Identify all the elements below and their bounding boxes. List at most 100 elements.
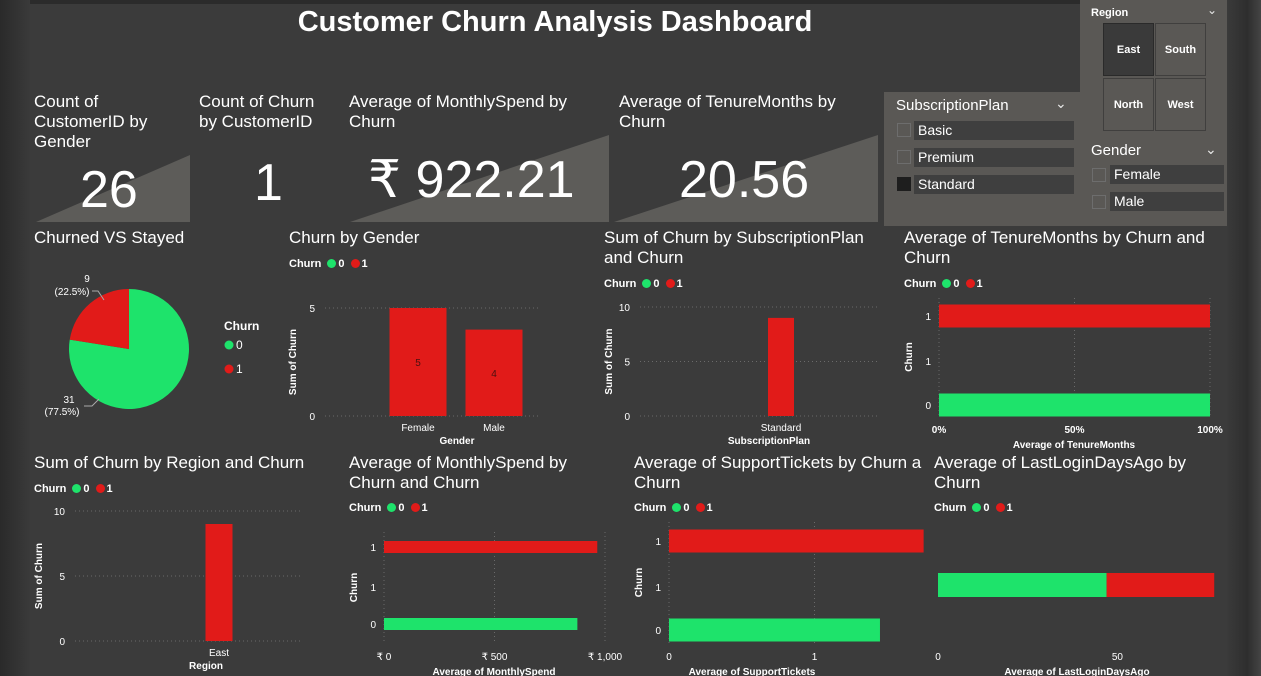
legend-title: Churn (604, 278, 637, 290)
region-tile-north[interactable]: North (1103, 78, 1154, 131)
legend-label: 1 (106, 483, 113, 495)
y-axis-title: Sum of Churn (34, 543, 45, 609)
chevron-down-icon[interactable]: ⌄ (1205, 141, 1217, 157)
kpi-value: 20.56 (679, 151, 810, 209)
x-axis-title: Gender (439, 436, 474, 447)
checkbox-female[interactable] (1092, 168, 1106, 182)
legend-title: Churn (34, 483, 67, 495)
legend-title: Churn (904, 278, 937, 290)
dashboard-title: Customer Churn Analysis Dashboard (297, 6, 813, 38)
x-axis-title: Average of SupportTickets (689, 667, 816, 676)
y-tick-label: 10 (619, 303, 631, 314)
checkbox-premium[interactable] (897, 150, 911, 164)
pie-leader-line (92, 290, 105, 301)
x-tick-label: Standard (761, 423, 802, 434)
y-tick-label: 1 (370, 543, 376, 554)
region-tile-east[interactable]: East (1103, 23, 1154, 76)
pie-label-pct: (77.5%) (44, 407, 79, 418)
x-tick-label: ₹ 500 (482, 652, 508, 663)
pie-label-pct: (22.5%) (54, 287, 89, 298)
legend-label: 0 (953, 278, 960, 290)
option-basic[interactable]: Basic (914, 121, 1074, 140)
bar-churn-0 (939, 393, 1210, 417)
legend-title: Churn (289, 258, 322, 270)
y-tick-label: 5 (59, 572, 65, 583)
bar-churn-1 (939, 304, 1210, 328)
pie-slice-0 (69, 289, 190, 410)
option-female[interactable]: Female (1110, 165, 1224, 184)
chart-title-region: Sum of Churn by Region and Churn (34, 453, 305, 472)
legend-title: Churn (349, 502, 382, 514)
y-axis-title: Churn (634, 568, 645, 597)
x-tick-label: 1 (812, 652, 818, 663)
legend-dot-churned (995, 503, 1005, 512)
legend-label: 1 (976, 278, 983, 290)
option-premium[interactable]: Premium (914, 148, 1074, 167)
region-tile-west[interactable]: West (1155, 78, 1206, 131)
bar-churn-1 (384, 541, 598, 553)
checkbox-standard[interactable] (897, 177, 911, 191)
legend-dot-churned (410, 503, 420, 512)
legend-region: Churn 0 1 (34, 483, 113, 495)
kpi-value: 1 (254, 154, 283, 212)
right-edge (1227, 0, 1261, 676)
x-tick-label: 100% (1197, 425, 1223, 436)
legend-label: 0 (338, 258, 345, 270)
legend-label: 0 (83, 483, 90, 495)
region-slicer-title: Region (1091, 7, 1129, 19)
chart-title-pie: Churned VS Stayed (34, 228, 185, 247)
legend-label: 0 (398, 502, 405, 514)
chevron-down-icon[interactable]: ⌄ (1207, 3, 1218, 17)
x-tick-label: 50 (1112, 652, 1124, 663)
pie-slice-1 (69, 289, 129, 349)
x-axis-title: Average of LastLoginDaysAgo (1004, 667, 1149, 676)
y-tick-label: 1 (655, 537, 661, 548)
bar-data-label: 4 (491, 369, 497, 380)
x-axis-title: Average of MonthlySpend (433, 667, 556, 676)
bar-churn-0 (384, 618, 578, 630)
legend-label: 0 (653, 278, 660, 290)
chevron-down-icon[interactable]: ⌄ (1055, 95, 1067, 111)
bar-churn-0 (669, 618, 880, 642)
pie-leader-line (84, 398, 100, 407)
x-axis-title: SubscriptionPlan (728, 436, 810, 447)
y-tick-label: 0 (370, 620, 376, 631)
bar-male (465, 329, 523, 416)
left-edge (0, 0, 30, 676)
legend-label: 1 (421, 502, 428, 514)
option-standard[interactable]: Standard (914, 175, 1074, 194)
bar-data-label: 5 (415, 358, 421, 369)
checkbox-male[interactable] (1092, 195, 1106, 209)
legend-dot-churned (95, 484, 105, 493)
bar-churn-1 (1106, 573, 1215, 597)
region-tile-south[interactable]: South (1155, 23, 1206, 76)
y-tick-label: 1 (370, 583, 376, 594)
x-tick-label: 50% (1064, 425, 1084, 436)
legend-dot-stayed (672, 503, 682, 512)
region-slicer[interactable]: Region ⌄ East South North West (1080, 0, 1227, 140)
option-male[interactable]: Male (1110, 192, 1224, 211)
kpi-wedge (350, 135, 609, 222)
y-axis-title: Churn (349, 573, 360, 602)
y-tick-label: 0 (309, 412, 315, 423)
pie-legend-title: Churn (224, 319, 259, 333)
pie-legend-label: 0 (236, 338, 243, 352)
x-tick-label: Female (401, 423, 435, 434)
bar-standard (768, 317, 794, 416)
y-tick-label: 10 (54, 507, 66, 518)
x-axis-title: Average of TenureMonths (1013, 440, 1136, 451)
pie-label-value: 9 (84, 274, 90, 285)
legend-label: 1 (361, 258, 368, 270)
x-tick-label: ₹ 1,000 (588, 652, 623, 663)
legend-dot-stayed (327, 259, 337, 268)
checkbox-basic[interactable] (897, 123, 911, 137)
x-axis-title: Region (189, 661, 223, 672)
kpi-title: Average of TenureMonths by Churn (619, 92, 836, 131)
y-tick-label: 1 (925, 312, 931, 323)
legend-label: 0 (683, 502, 690, 514)
x-tick-label: 0% (932, 425, 947, 436)
legend-label: 1 (706, 502, 713, 514)
pie-label-value: 31 (63, 395, 75, 406)
